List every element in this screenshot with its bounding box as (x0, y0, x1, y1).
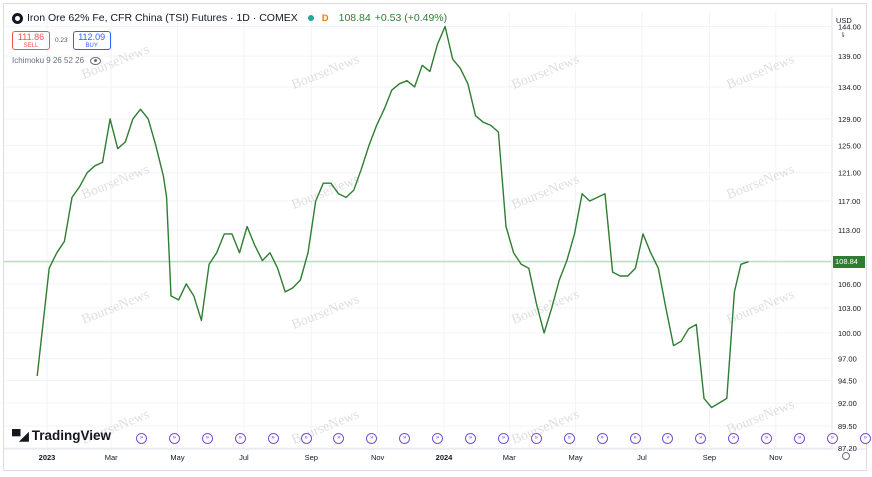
dividend-event-icon[interactable]: » (168, 433, 180, 444)
x-tick-label: May (569, 453, 583, 462)
x-tick-label: Jul (239, 453, 249, 462)
dividend-event-icon[interactable]: » (826, 433, 838, 444)
logo-text: TradingView (31, 428, 112, 443)
price-series (36, 25, 749, 409)
y-tick-label: 89.50 (838, 422, 857, 431)
chart-frame (3, 3, 867, 471)
y-tick-label: 113.00 (838, 226, 860, 235)
x-tick-label: Mar (105, 453, 118, 462)
y-tick-label: 97.00 (838, 354, 857, 363)
market-status-dot-icon (307, 15, 314, 21)
y-tick-label: 87.20 (838, 444, 857, 453)
dividend-event-icon[interactable]: » (234, 433, 246, 444)
dividend-event-icon[interactable]: » (662, 433, 674, 444)
delayed-flag: D (321, 12, 329, 24)
symbol-logo-icon (12, 12, 23, 24)
dividend-event-icon[interactable]: » (530, 433, 542, 444)
x-axis[interactable]: 2023 Mar May Jul Sep Nov 2024 Mar May Jul Sep Nov (39, 453, 783, 462)
x-tick-label: Sep (305, 453, 318, 462)
y-tick-label: 106.00 (838, 280, 861, 289)
x-tick-label: Mar (503, 453, 516, 462)
x-tick-label: Sep (703, 453, 716, 462)
symbol-title[interactable]: Iron Ore 62% Fe, CFR China (TSI) Futures… (27, 12, 298, 24)
tradingview-logo[interactable]: ▀◢ TradingView (12, 428, 111, 443)
sell-label: SELL (23, 43, 39, 49)
x-tick-label: May (170, 453, 184, 462)
x-tick-label: 2023 (39, 453, 56, 462)
chart-header: Iron Ore 62% Fe, CFR China (TSI) Futures… (12, 12, 447, 24)
y-tick-label: 117.00 (838, 197, 860, 206)
price-change: +0.53 (+0.49%) (374, 12, 448, 24)
y-tick-label: 100.00 (838, 329, 861, 338)
last-price: 108.84 (338, 12, 371, 24)
dividend-event-icon[interactable]: » (794, 433, 805, 444)
dividend-event-icon[interactable]: » (136, 433, 147, 444)
dividend-event-icon[interactable]: » (497, 433, 509, 444)
indicator-label: Ichimoku 9 26 52 26 (12, 56, 85, 65)
dividend-event-icon[interactable]: » (629, 433, 641, 444)
y-tick-label: 139.00 (838, 52, 861, 61)
y-tick-label: 125.00 (838, 141, 861, 150)
currency-caret-icon[interactable]: ⇂ (840, 32, 846, 39)
dividend-event-icon[interactable]: » (695, 433, 707, 444)
y-tick-label: 134.00 (838, 83, 861, 92)
buy-price: 112.09 (78, 32, 106, 42)
indicator-legend[interactable]: Ichimoku 9 26 52 26 (12, 56, 102, 65)
buy-label: BUY (85, 43, 98, 49)
y-tick-label: 94.50 (838, 376, 857, 385)
x-tick-label: Nov (769, 453, 783, 462)
goto-realtime-icon[interactable] (842, 452, 850, 460)
currency-label[interactable]: USD (836, 16, 852, 25)
current-price-tag: 108.84 (833, 255, 865, 268)
dividend-event-icon[interactable]: » (399, 433, 411, 444)
dividend-event-icon[interactable]: » (201, 433, 213, 444)
price-line[interactable] (36, 25, 749, 409)
y-tick-label: 103.00 (838, 304, 861, 313)
buy-button[interactable]: 112.09 BUY (72, 31, 111, 50)
dividend-event-icon[interactable]: » (563, 433, 575, 444)
sell-button[interactable]: 111.86 SELL (12, 31, 50, 50)
eye-icon[interactable] (90, 56, 102, 65)
y-axis[interactable]: 144.00 139.00 134.00 129.00 125.00 121.00 117.… (838, 22, 861, 453)
dividend-event-icon[interactable]: » (432, 433, 444, 444)
y-tick-label: 92.00 (838, 399, 857, 408)
y-tick-label: 144.00 (838, 22, 861, 31)
dividend-event-icon[interactable]: » (465, 433, 476, 444)
x-tick-label: Jul (637, 453, 647, 462)
dividend-event-icon[interactable]: » (300, 433, 312, 444)
spread-value: 0.23 (55, 37, 68, 44)
tradingview-logo-icon: ▀◢ (12, 428, 29, 443)
grid (4, 8, 866, 450)
dividend-event-icon[interactable]: » (267, 433, 279, 444)
dividend-event-icon[interactable]: » (761, 433, 773, 444)
dividend-event-icon[interactable]: » (366, 433, 378, 444)
dividend-event-icon[interactable]: » (596, 433, 608, 444)
dividend-event-icon[interactable]: » (333, 433, 345, 444)
x-tick-label: Nov (371, 453, 385, 462)
sell-price: 111.86 (17, 32, 45, 42)
dividend-event-icon[interactable]: » (859, 433, 871, 444)
trade-panel: 111.86 SELL 0.23 112.09 BUY (12, 31, 111, 50)
dividend-event-icon[interactable]: » (728, 433, 740, 444)
y-tick-label: 129.00 (838, 115, 861, 124)
x-tick-label: 2024 (436, 453, 454, 462)
y-tick-label: 121.00 (838, 169, 861, 178)
